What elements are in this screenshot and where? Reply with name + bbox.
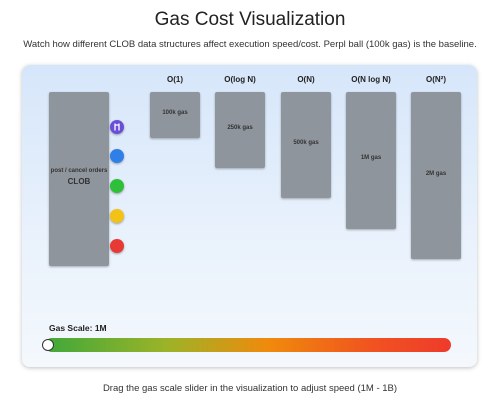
clob-name: CLOB <box>67 177 91 186</box>
title: Gas Cost Visualization <box>154 9 346 30</box>
gas-label: 100k gas <box>162 110 188 116</box>
column-label: O(N²) <box>426 75 446 84</box>
gas-label: 500k gas <box>293 140 319 146</box>
gas-label: 2M gas <box>425 171 447 177</box>
column-block <box>215 92 265 168</box>
column-block <box>150 92 200 138</box>
column-label: O(1) <box>167 75 183 84</box>
gas-label: 1M gas <box>360 155 382 161</box>
ball-icon <box>114 123 120 131</box>
footer-note: Drag the gas scale slider in the visuali… <box>102 383 398 394</box>
ball <box>110 209 124 223</box>
clob-caption: post / cancel orders <box>50 168 108 174</box>
column-label: O(log N) <box>224 75 256 84</box>
slider-track[interactable] <box>45 338 451 352</box>
column-block <box>281 92 331 198</box>
gas-label: 250k gas <box>227 125 253 131</box>
column-block <box>346 92 396 229</box>
clob-block <box>49 92 109 266</box>
slider-label: Gas Scale: 1M <box>49 323 107 333</box>
ball <box>110 239 124 253</box>
column-label: O(N log N) <box>351 75 391 84</box>
perpl-ball <box>110 120 124 134</box>
column-block <box>411 92 461 259</box>
ball <box>110 149 124 163</box>
slider-thumb[interactable] <box>42 339 54 351</box>
ball <box>110 179 124 193</box>
column-label: O(N) <box>297 75 315 84</box>
subtitle: Watch how different CLOB data structures… <box>23 39 477 50</box>
